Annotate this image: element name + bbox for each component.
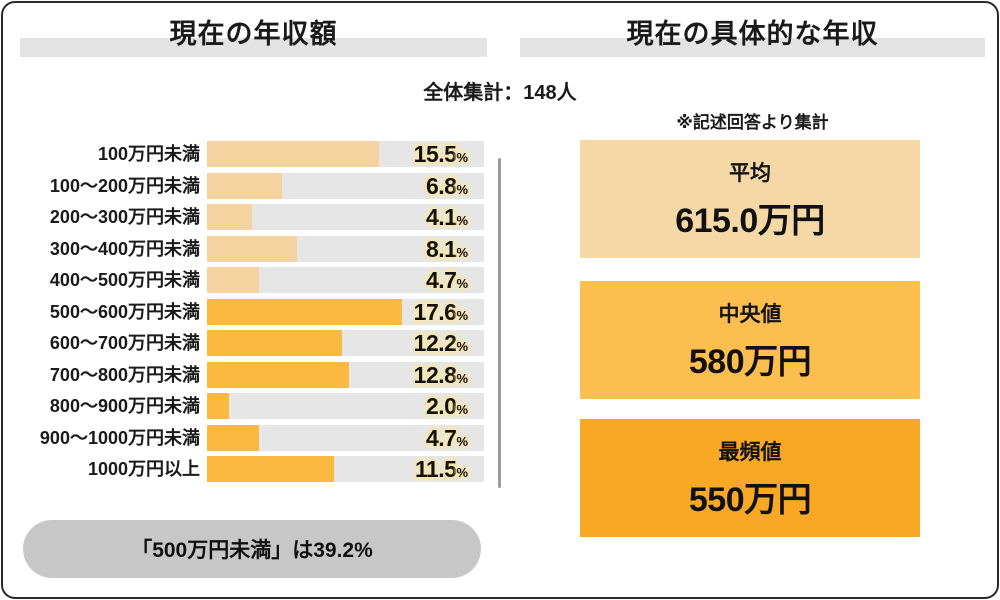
- bar-value-number: 12.8: [413, 361, 457, 388]
- bar-row-label: 600〜700万円未満: [49, 333, 200, 353]
- bar-track: 4.1%: [207, 204, 484, 230]
- bar-track: 2.0%: [207, 393, 484, 419]
- right-header-band: [520, 38, 985, 57]
- bar-row: 300〜400万円未満 8.1%: [24, 235, 484, 262]
- bar-value-number: 11.5: [414, 456, 457, 482]
- bar-fill: [207, 267, 260, 293]
- right-column-header: 現在の具体的な年収: [520, 14, 985, 60]
- bar-value-unit: %: [456, 181, 468, 197]
- bar-value-label: 11.5%: [415, 456, 468, 482]
- bar-track: 8.1%: [207, 235, 484, 262]
- bar-value-unit: %: [456, 276, 468, 291]
- bar-value-unit: %: [456, 213, 468, 228]
- bar-track: 11.5%: [207, 456, 484, 482]
- bar-value-label: 15.5%: [414, 141, 468, 167]
- bar-value-number: 2.0: [425, 393, 457, 419]
- bar-row-label: 900〜1000万円未満: [39, 427, 200, 448]
- bar-fill: [207, 235, 297, 262]
- bar-fill: [207, 330, 343, 356]
- bar-fill: [207, 361, 349, 388]
- summary-pill: 「500万円未満」は39.2%: [23, 520, 481, 578]
- bar-value-number: 6.8: [425, 172, 457, 199]
- bar-value-unit: %: [456, 402, 468, 417]
- bar-value-unit: %: [456, 307, 468, 323]
- bar-row-label: 400〜500万円未満: [49, 270, 200, 290]
- bar-row: 800〜900万円未満 2.0%: [24, 393, 484, 419]
- bar-track: 12.2%: [207, 330, 484, 356]
- bar-fill: [207, 393, 230, 419]
- bar-row-label: 300〜400万円未満: [49, 238, 200, 259]
- bar-value-unit: %: [456, 433, 468, 449]
- bar-row-label: 100〜200万円未満: [49, 175, 200, 196]
- stat-card: 最頻値 550万円: [580, 419, 920, 537]
- left-header-band: [20, 38, 487, 57]
- bar-row-label: 700〜800万円未満: [49, 364, 200, 385]
- bar-value-label: 4.7%: [426, 267, 468, 293]
- stat-card-label: 中央値: [718, 302, 782, 326]
- bar-value-label: 6.8%: [426, 173, 468, 199]
- bar-value-unit: %: [456, 244, 468, 260]
- stat-card-value: 550万円: [688, 480, 812, 519]
- bar-value-label: 17.6%: [414, 299, 468, 325]
- bar-value-unit: %: [456, 465, 468, 480]
- bar-value-label: 4.1%: [426, 204, 468, 230]
- bar-track: 15.5%: [207, 141, 484, 167]
- bar-fill: [207, 424, 260, 451]
- bar-row-label: 800〜900万円未満: [49, 396, 200, 416]
- bar-track: 4.7%: [207, 267, 484, 293]
- bar-value-number: 15.5: [413, 141, 457, 167]
- stat-card: 中央値 580万円: [580, 281, 920, 399]
- bar-row-label: 100万円未満: [97, 144, 200, 164]
- bar-value-number: 12.2: [413, 330, 457, 356]
- left-title: 現在の年収額: [169, 19, 338, 49]
- bar-row: 100万円未満 15.5%: [24, 141, 484, 167]
- bar-row: 600〜700万円未満 12.2%: [24, 330, 484, 356]
- column-divider: [498, 158, 501, 488]
- bar-value-unit: %: [456, 339, 468, 354]
- left-column-header: 現在の年収額: [20, 14, 487, 60]
- bar-value-unit: %: [456, 150, 468, 165]
- right-title: 現在の具体的な年収: [626, 19, 879, 49]
- bar-value-number: 4.7: [425, 424, 457, 451]
- bar-value-label: 4.7%: [426, 425, 468, 451]
- source-note: ※記述回答より集計: [676, 113, 829, 132]
- bar-fill: [207, 456, 335, 482]
- stat-card-value: 615.0万円: [675, 201, 825, 240]
- bar-value-label: 12.8%: [414, 362, 468, 388]
- bar-value-number: 17.6: [413, 298, 457, 325]
- bar-fill: [207, 141, 379, 167]
- bar-value-label: 8.1%: [426, 236, 468, 262]
- stat-card: 平均 615.0万円: [580, 140, 920, 258]
- bar-row: 100〜200万円未満 6.8%: [24, 172, 484, 199]
- bar-fill: [207, 204, 253, 230]
- bar-row-label: 200〜300万円未満: [49, 207, 200, 227]
- bar-value-number: 4.1: [425, 204, 457, 230]
- stat-card-label: 平均: [729, 161, 771, 185]
- bar-value-label: 12.2%: [414, 330, 468, 356]
- bar-row-label: 1000万円以上: [87, 459, 200, 479]
- bar-row-label: 500〜600万円未満: [49, 301, 200, 322]
- bar-value-label: 2.0%: [426, 393, 468, 419]
- stat-card-label: 最頻値: [718, 440, 782, 464]
- bar-track: 4.7%: [207, 424, 484, 451]
- bar-fill: [207, 172, 283, 199]
- bar-row: 700〜800万円未満 12.8%: [24, 361, 484, 388]
- bar-row: 400〜500万円未満 4.7%: [24, 267, 484, 293]
- bar-track: 6.8%: [207, 172, 484, 199]
- bar-row: 900〜1000万円未満 4.7%: [24, 424, 484, 451]
- income-bar-chart: 100万円未満 15.5% 100〜200万円未満 6.8% 200〜300万円…: [24, 141, 484, 482]
- bar-row: 500〜600万円未満 17.6%: [24, 298, 484, 325]
- total-count-note: 全体集計：148人: [423, 82, 577, 104]
- bar-value-unit: %: [456, 370, 468, 386]
- bar-row: 200〜300万円未満 4.1%: [24, 204, 484, 230]
- bar-track: 17.6%: [207, 298, 484, 325]
- bar-fill: [207, 298, 402, 325]
- bar-value-number: 8.1: [425, 235, 457, 262]
- stat-card-value: 580万円: [688, 342, 812, 381]
- bar-value-number: 4.7: [425, 267, 457, 293]
- bar-track: 12.8%: [207, 361, 484, 388]
- bar-row: 1000万円以上 11.5%: [24, 456, 484, 482]
